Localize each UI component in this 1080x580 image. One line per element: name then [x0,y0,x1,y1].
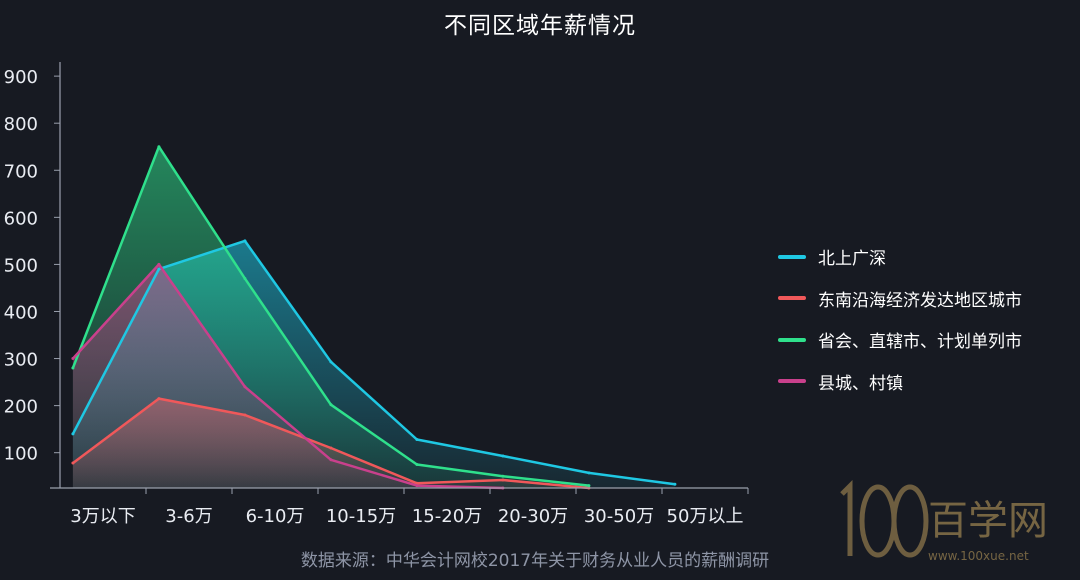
series-line-0 [71,239,676,486]
legend-item[interactable]: 东南沿海经济发达地区城市 [778,278,1078,320]
legend-item[interactable]: 省会、直辖市、计划单列市 [778,319,1078,361]
y-tick-label: 800 [4,114,38,135]
series-line-3 [71,263,503,490]
legend-label: 北上广深 [818,249,886,270]
watermark-logo: 百学网 www.100xue.net [840,479,1048,563]
x-tick-label: 6-10万 [246,506,305,527]
legend-label: 县城、村镇 [818,373,903,394]
y-tick-label: 700 [4,161,38,182]
y-tick-label: 500 [4,255,38,276]
legend-label: 东南沿海经济发达地区城市 [818,290,1022,311]
data-point [329,403,333,407]
x-tick-label: 3-6万 [165,506,212,527]
data-point [587,484,591,488]
data-point [71,461,75,465]
x-tick-label: 20-30万 [498,506,568,527]
legend-swatch [778,337,806,342]
data-point [243,413,247,417]
data-point [501,474,505,478]
y-tick-label: 900 [4,67,38,88]
watermark-url: www.100xue.net [928,549,1029,563]
data-point [415,484,419,488]
y-tick-label: 600 [4,208,38,229]
legend-swatch [778,296,806,301]
data-point [243,385,247,389]
x-tick-label: 10-15万 [326,506,396,527]
watermark-logo-text: 百学网 [928,498,1048,544]
data-point [587,471,591,475]
data-point [243,239,247,243]
legend-label: 省会、直辖市、计划单列市 [818,332,1022,353]
data-point [415,481,419,485]
legend-swatch [778,379,806,384]
data-point [157,262,161,266]
data-point [157,267,161,271]
chart-title: 不同区域年薪情况 [444,13,636,39]
y-tick-label: 400 [4,302,38,323]
data-point [501,454,505,458]
data-point [415,462,419,466]
data-point [329,360,333,364]
data-point [71,357,75,361]
x-tick-label: 15-20万 [412,506,482,527]
data-point [329,446,333,450]
y-tick-label: 100 [4,444,38,465]
data-point [329,458,333,462]
x-tick-label: 30-50万 [584,506,654,527]
data-point [71,432,75,436]
x-tick-label: 50万以上 [667,506,744,527]
data-point [243,277,247,281]
data-point [157,397,161,401]
data-point [71,366,75,370]
legend: 北上广深东南沿海经济发达地区城市 省会、直辖市、计划单列市 县城、村镇 [778,236,1078,402]
legend-swatch [778,254,806,259]
y-tick-label: 200 [4,397,38,418]
data-point [415,438,419,442]
source-note: 数据来源：中华会计网校2017年关于财务从业人员的薪酬调研 [300,551,770,571]
data-point [673,482,677,486]
legend-item[interactable]: 县城、村镇 [778,361,1078,403]
legend-item[interactable]: 北上广深 [778,236,1078,278]
y-tick-label: 300 [4,350,38,371]
series-area-3 [72,264,503,488]
data-point [501,478,505,482]
data-point [157,145,161,149]
x-tick-label: 3万以下 [70,506,135,527]
